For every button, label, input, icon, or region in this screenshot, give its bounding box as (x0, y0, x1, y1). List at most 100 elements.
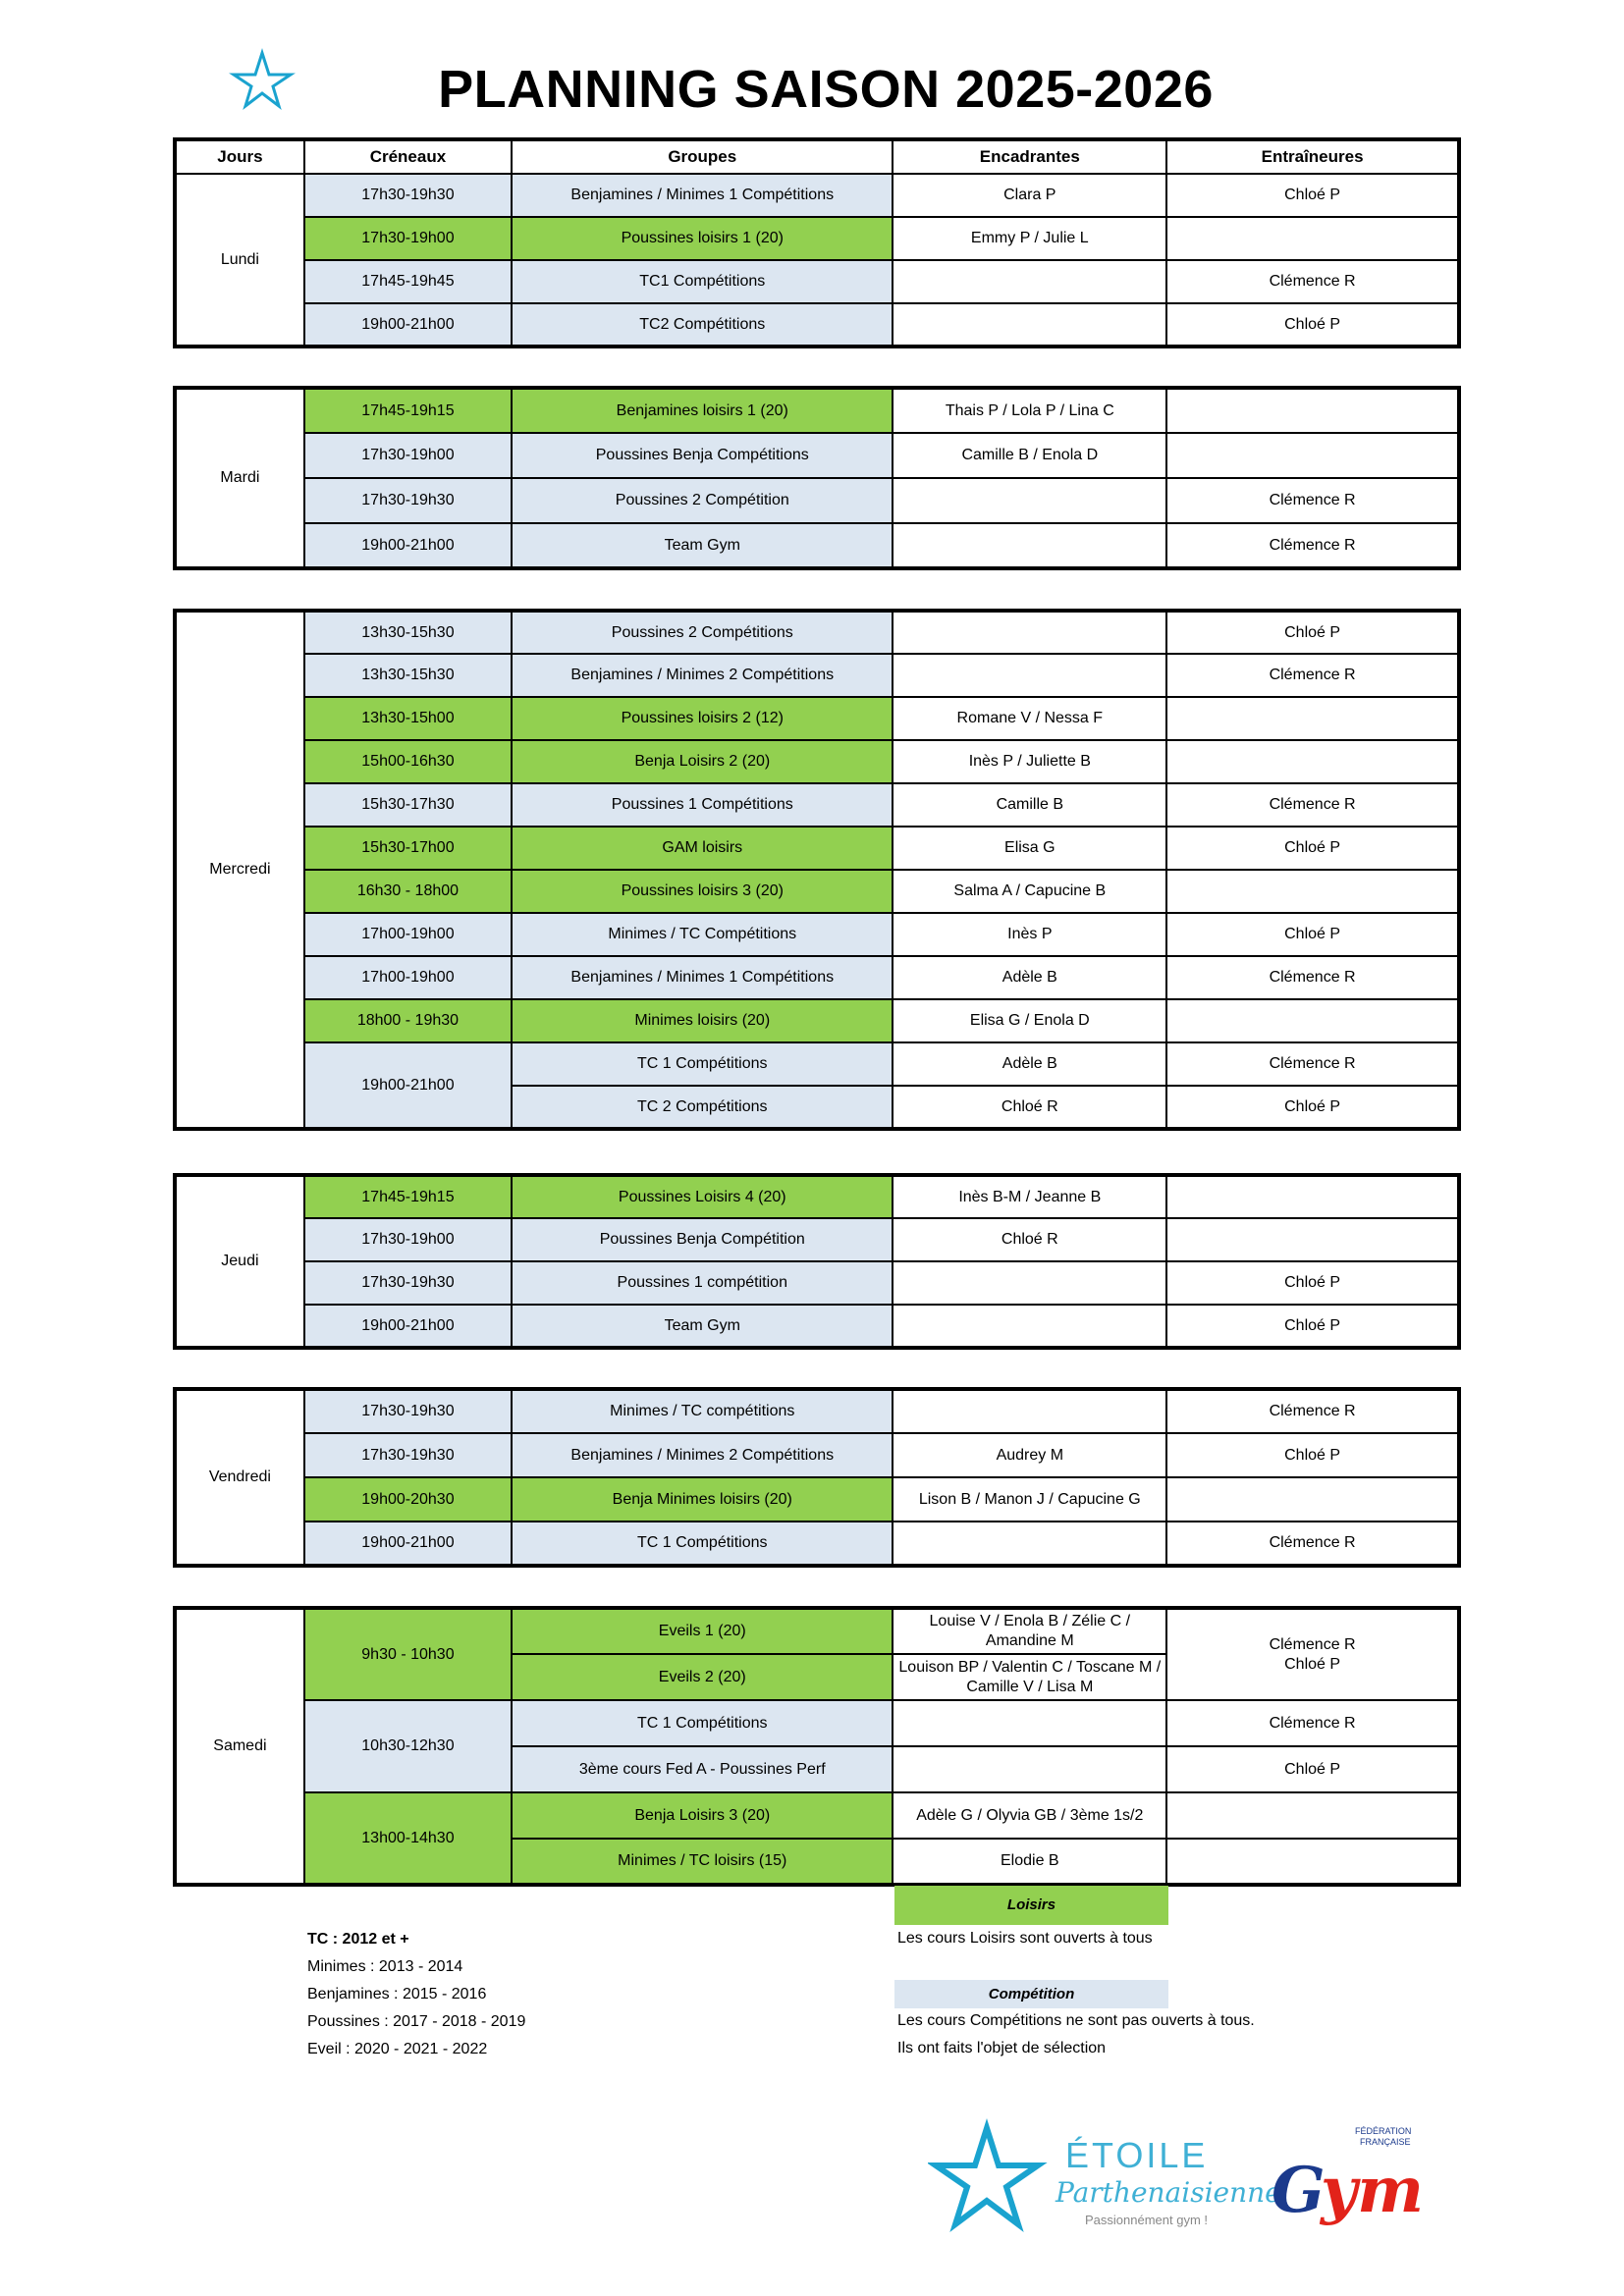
schedule-mercredi: Mercredi 13h30-15h30 Poussines 2 Compétiti… (173, 609, 1461, 1131)
time-slot: 17h30-19h00 (302, 1217, 514, 1262)
group-name: Eveils 2 (20) (511, 1653, 894, 1701)
group-name: GAM loisirs (511, 826, 894, 871)
group-name: Poussines 2 Compétition (511, 477, 894, 524)
table-row: 13h30-15h00 Poussines loisirs 2 (12) Roman… (175, 696, 1460, 741)
time-slot: 17h30-19h30 (302, 173, 514, 218)
encadrantes (892, 1388, 1168, 1434)
entraineures: Chloé P (1165, 1260, 1460, 1306)
encadrantes (892, 1304, 1168, 1349)
encadrantes (892, 610, 1168, 655)
encadrantes: Adèle B (892, 955, 1168, 1000)
club-logo-small (218, 47, 306, 112)
table-row: 10h30-12h30 TC 1 Compétitions Clémence R (175, 1699, 1460, 1793)
entraineures: Chloé P (1165, 610, 1460, 655)
day-cell: Samedi (174, 1607, 305, 1886)
header-1: Créneaux (302, 138, 514, 175)
table-row: 19h00-21h00 Team Gym Clémence R (175, 522, 1460, 569)
group-name: Minimes / TC Compétitions (511, 912, 894, 957)
group-name: Minimes / TC compétitions (511, 1388, 894, 1434)
encadrantes: Chloé R (892, 1085, 1168, 1130)
group-name: Benja Loisirs 3 (20) (511, 1791, 894, 1840)
entraineures: Chloé P (1165, 1085, 1460, 1130)
table-row: 17h30-19h00 Poussines loisirs 1 (20) Emmy … (175, 216, 1460, 261)
note-eveil: Eveil : 2020 - 2021 - 2022 (307, 2041, 488, 2057)
svg-text:ym: ym (1319, 2154, 1424, 2227)
encadrantes: Emmy P / Julie L (892, 216, 1168, 261)
svg-text:Parthenaisienne: Parthenaisienne (1055, 2176, 1281, 2209)
time-slot: 15h00-16h30 (302, 739, 514, 784)
table-row: 15h00-16h30 Benja Loisirs 2 (20) Inès P / … (175, 739, 1460, 784)
time-slot: 19h00-21h00 (302, 522, 514, 569)
entraineures: Chloé P (1165, 1432, 1460, 1478)
table-row: 19h00-21h00 TC2 Compétitions Chloé P (175, 302, 1460, 347)
schedule-jeudi: Jeudi 17h45-19h15 Poussines Loisirs 4 (20)… (173, 1173, 1461, 1350)
table-row: 15h30-17h30 Poussines 1 Compétitions Camil… (175, 782, 1460, 828)
entraineures: Clémence R (1165, 782, 1460, 828)
encadrantes: Louison BP / Valentin C / Toscane M / Ca… (892, 1653, 1168, 1701)
time-slot: 10h30-12h30 (302, 1699, 514, 1793)
time-slot: 13h30-15h30 (302, 653, 514, 698)
encadrantes: Camille B (892, 782, 1168, 828)
time-slot: 17h30-19h30 (302, 477, 514, 524)
time-slot: 17h30-19h30 (302, 1260, 514, 1306)
time-slot: 15h30-17h30 (302, 782, 514, 828)
day-cell: Lundi (174, 173, 305, 347)
table-row: 19h00-21h00 TC 1 Compétitions Adèle B Cléme… (175, 1041, 1460, 1130)
group-name: TC2 Compétitions (511, 302, 894, 347)
entraineures (1165, 696, 1460, 741)
table-row: 13h00-14h30 Benja Loisirs 3 (20) Adèle G /… (175, 1791, 1460, 1886)
table-row: Mercredi 13h30-15h30 Poussines 2 Compétiti… (174, 610, 1460, 1130)
header-0: Jours (174, 138, 305, 175)
table-row: 18h00 - 19h30 Minimes loisirs (20) Elisa G… (175, 998, 1460, 1043)
table-row: 17h30-19h30 Benjamines / Minimes 2 Compét… (175, 1432, 1460, 1478)
entraineures (1165, 739, 1460, 784)
group-name: Benja Loisirs 2 (20) (511, 739, 894, 784)
group-name: Minimes / TC loisirs (15) (511, 1838, 894, 1886)
note-benjamines: Benjamines : 2015 - 2016 (307, 1986, 487, 2002)
group-name: Benjamines / Minimes 1 Compétitions (511, 955, 894, 1000)
time-slot: 9h30 - 10h30 (302, 1607, 514, 1701)
footer-logos: ÉTOILE Parthenaisienne Passionnément gym… (926, 2118, 1458, 2234)
encadrantes (892, 1521, 1168, 1567)
legend-loisirs: Loisirs (894, 1886, 1168, 1925)
table-row: 16h30 - 18h00 Poussines loisirs 3 (20) Sal… (175, 869, 1460, 914)
group-name: Poussines 2 Compétitions (511, 610, 894, 655)
group-name: Poussines loisirs 3 (20) (511, 869, 894, 914)
encadrantes (892, 1699, 1168, 1747)
time-slot: 17h30-19h30 (302, 1388, 514, 1434)
group-name: TC 1 Compétitions (511, 1521, 894, 1567)
table-row: 17h30-19h30 Poussines 2 Compétition Clémen… (175, 477, 1460, 524)
table-row: Mardi 17h45-19h15 Benjamines loisirs 1 (20… (174, 387, 1460, 569)
entraineures (1165, 216, 1460, 261)
time-slot: 17h30-19h00 (302, 216, 514, 261)
encadrantes: Salma A / Capucine B (892, 869, 1168, 914)
day-cell: Jeudi (174, 1174, 305, 1349)
table-row: 17h00-19h00 Minimes / TC Compétitions Inès… (175, 912, 1460, 957)
entraineures (1165, 1791, 1460, 1840)
svg-text:FÉDÉRATION: FÉDÉRATION (1355, 2126, 1411, 2136)
entraineures (1165, 387, 1460, 434)
entraineures: Clémence R (1165, 1041, 1460, 1087)
page-title: PLANNING SAISON 2025-2026 (438, 60, 1214, 119)
note-minimes: Minimes : 2013 - 2014 (307, 1958, 463, 1975)
encadrantes: Adèle B (892, 1041, 1168, 1087)
entraineures (1165, 432, 1460, 479)
table-row: Minimes / TC loisirs (15) Elodie B (175, 1838, 1460, 1886)
encadrantes: Audrey M (892, 1432, 1168, 1478)
encadrantes: Camille B / Enola D (892, 432, 1168, 479)
table-row: 17h30-19h00 Poussines Benja Compétitions C… (175, 432, 1460, 479)
time-slot: 17h30-19h30 (302, 1432, 514, 1478)
entraineures: Clémence R (1165, 1388, 1460, 1434)
table-row: Eveils 2 (20) Louison BP / Valentin C / T… (175, 1653, 1459, 1701)
time-slot: 19h00-20h30 (302, 1476, 514, 1522)
svg-text:Passionnément gym !: Passionnément gym ! (1085, 2213, 1208, 2227)
encadrantes: Elisa G (892, 826, 1168, 871)
group-name: Poussines Loisirs 4 (20) (511, 1174, 894, 1219)
group-name: Benjamines loisirs 1 (20) (511, 387, 894, 434)
time-slot: 17h45-19h15 (302, 387, 514, 434)
note-poussines: Poussines : 2017 - 2018 - 2019 (307, 2013, 526, 2030)
table-row: 13h30-15h30 Benjamines / Minimes 2 Compét… (175, 653, 1460, 698)
encadrantes: Elisa G / Enola D (892, 998, 1168, 1043)
encadrantes (892, 1260, 1168, 1306)
entraineures: Clémence R (1165, 477, 1460, 524)
